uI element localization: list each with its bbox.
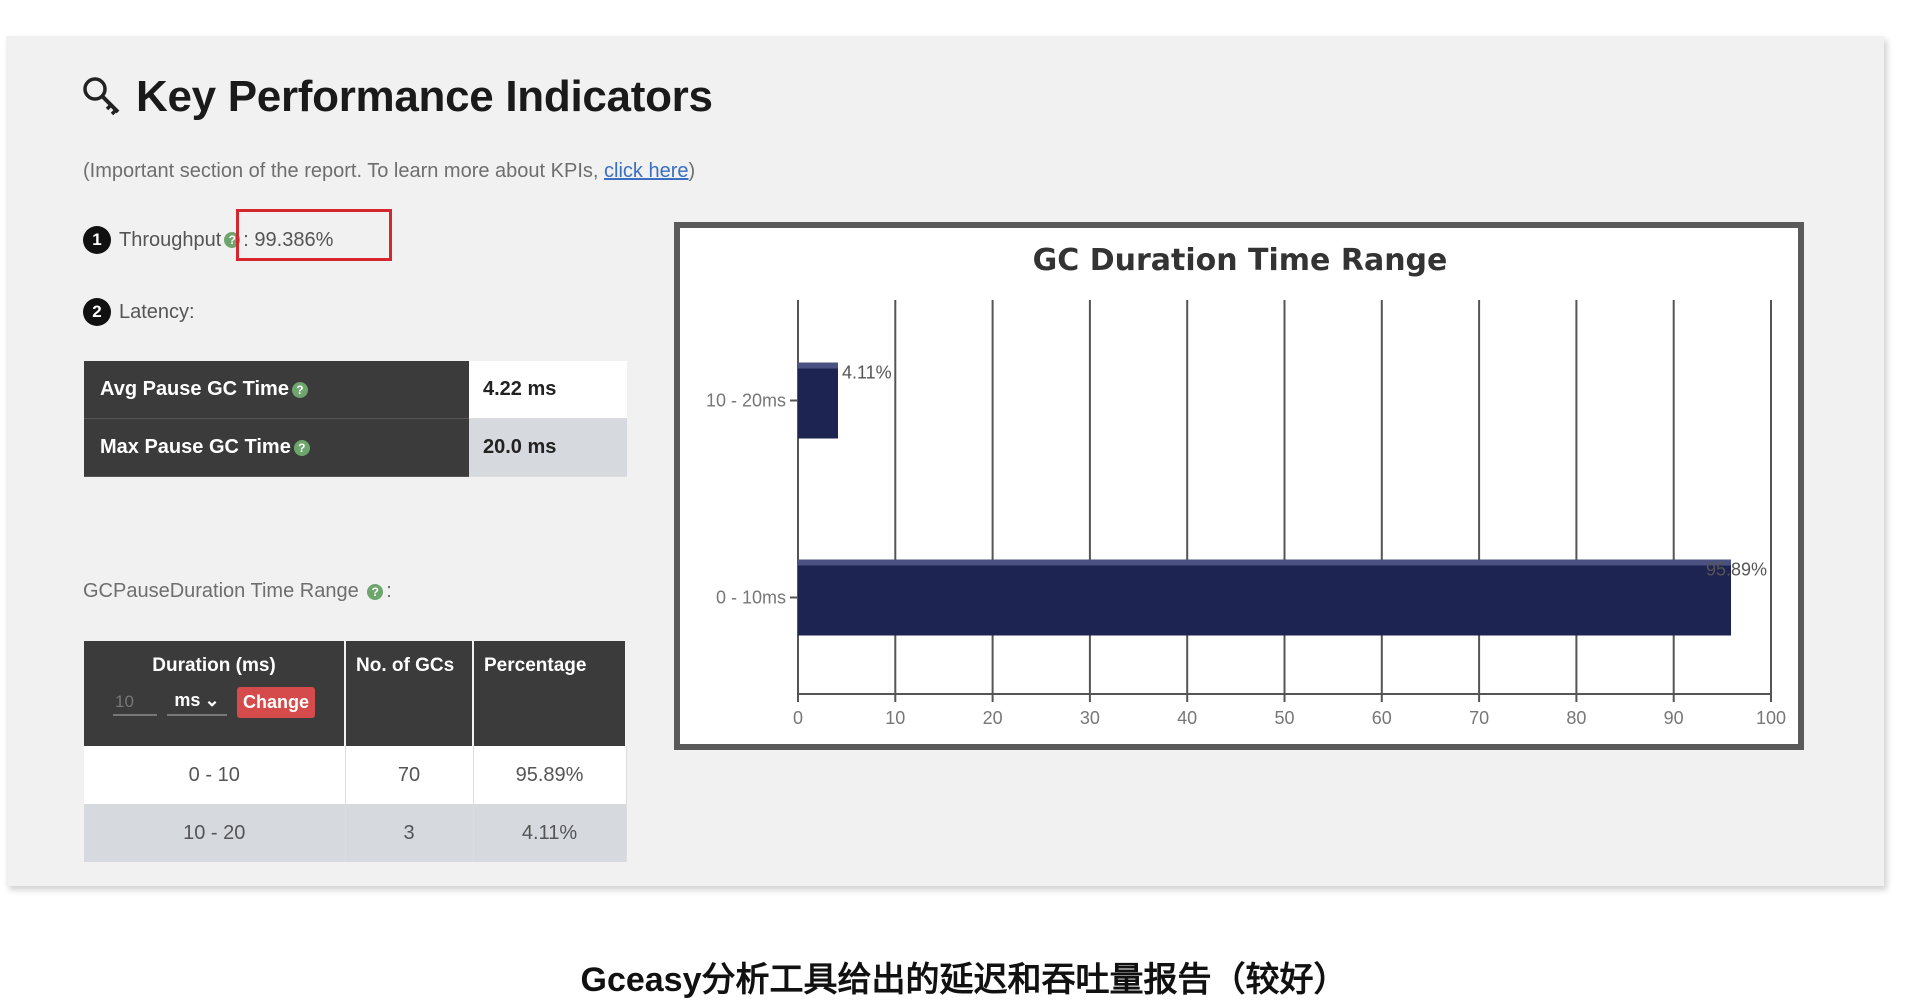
- figure-caption: Gceasy分析工具给出的延迟和吞吐量报告（较好）: [580, 961, 1348, 999]
- range-size-input[interactable]: [112, 689, 157, 716]
- duration-cell: 10 - 20: [84, 804, 346, 862]
- range-label-suffix: :: [386, 580, 392, 602]
- y-category-label: 0 - 10ms: [716, 588, 786, 608]
- latency-line: 2 Latency:: [83, 298, 195, 326]
- table-row: 10 - 20 3 4.11%: [84, 804, 627, 862]
- question-circle-icon[interactable]: ?: [293, 439, 310, 456]
- x-tick-label: 90: [1664, 708, 1684, 728]
- max-pause-value: 20.0 ms: [469, 418, 627, 477]
- x-tick-label: 80: [1566, 708, 1586, 728]
- subtitle: (Important section of the report. To lea…: [83, 160, 695, 183]
- count-cell: 70: [345, 746, 474, 804]
- page-title: Key Performance Indicators: [136, 72, 713, 121]
- x-tick-label: 60: [1372, 708, 1392, 728]
- x-tick-label: 30: [1080, 708, 1100, 728]
- subtitle-suffix: ): [688, 160, 696, 182]
- x-tick-label: 40: [1177, 708, 1197, 728]
- kpi-help-link[interactable]: click here: [604, 160, 689, 182]
- latency-table: Avg Pause GC Time? 4.22 ms Max Pause GC …: [84, 361, 627, 477]
- number-badge-2: 2: [83, 298, 111, 326]
- y-category-label: 10 - 20ms: [706, 391, 786, 411]
- duration-table: Duration (ms) ms ⌄ Change No. of GCs Per…: [84, 641, 627, 862]
- x-tick-label: 70: [1469, 708, 1489, 728]
- unit-controls: ms ⌄ Change: [94, 687, 334, 718]
- duration-header: Duration (ms) ms ⌄ Change: [84, 641, 346, 746]
- avg-pause-label: Avg Pause GC Time: [100, 378, 289, 400]
- count-header: No. of GCs: [345, 641, 474, 746]
- x-tick-label: 20: [983, 708, 1003, 728]
- question-circle-icon[interactable]: ?: [367, 583, 384, 600]
- gc-duration-chart: GC Duration Time Range 0 10 20 30 40 50 60 70 80…: [674, 222, 1804, 750]
- avg-pause-label-cell: Avg Pause GC Time?: [84, 361, 469, 419]
- unit-select[interactable]: ms ⌄: [166, 689, 227, 716]
- percentage-header: Percentage: [473, 641, 627, 746]
- table-row: Max Pause GC Time? 20.0 ms: [84, 418, 627, 477]
- chevron-down-icon: ⌄: [204, 689, 220, 710]
- range-section-label: GCPauseDuration Time Range ?:: [83, 580, 392, 603]
- duration-cell: 0 - 10: [84, 746, 346, 804]
- latency-label: Latency:: [119, 300, 195, 323]
- avg-pause-value: 4.22 ms: [469, 361, 627, 419]
- unit-select-value: ms: [174, 689, 201, 710]
- chart-svg: GC Duration Time Range 0 10 20 30 40 50 60 70 80…: [706, 243, 1786, 728]
- range-label-text: GCPauseDuration Time Range: [83, 580, 359, 602]
- max-pause-label-cell: Max Pause GC Time?: [84, 418, 469, 477]
- percentage-cell: 95.89%: [473, 746, 627, 804]
- table-row: 0 - 10 70 95.89%: [84, 746, 627, 804]
- table-row: Avg Pause GC Time? 4.22 ms: [84, 361, 627, 419]
- chart-bar-highlight: [798, 362, 838, 369]
- change-button[interactable]: Change: [236, 687, 315, 718]
- max-pause-label: Max Pause GC Time: [100, 436, 291, 458]
- subtitle-prefix: (Important section of the report. To lea…: [83, 160, 605, 182]
- count-cell: 3: [345, 804, 474, 862]
- x-tick-label: 0: [793, 708, 803, 728]
- throughput-value: : 99.386%: [243, 228, 334, 251]
- x-tick-label: 100: [1756, 708, 1786, 728]
- table-header-row: Duration (ms) ms ⌄ Change No. of GCs Per…: [84, 641, 627, 746]
- x-tick-label: 10: [885, 708, 905, 728]
- question-circle-icon[interactable]: ?: [291, 381, 308, 398]
- bar-value-label: 95.89%: [1706, 560, 1767, 580]
- title-row: Key Performance Indicators: [78, 72, 713, 122]
- percentage-cell: 4.11%: [473, 804, 627, 862]
- chart-title: GC Duration Time Range: [1033, 243, 1448, 278]
- chart-bar: [798, 559, 1732, 636]
- number-badge-1: 1: [83, 226, 111, 254]
- bar-value-label: 4.11%: [842, 363, 892, 383]
- x-tick-label: 50: [1274, 708, 1294, 728]
- duration-header-label: Duration (ms): [152, 655, 276, 676]
- chart-bar: [798, 362, 838, 439]
- throughput-label: Throughput: [119, 228, 222, 251]
- key-icon: [83, 77, 120, 116]
- chart-bar-highlight: [798, 559, 1732, 566]
- throughput-highlight-box: [236, 209, 392, 261]
